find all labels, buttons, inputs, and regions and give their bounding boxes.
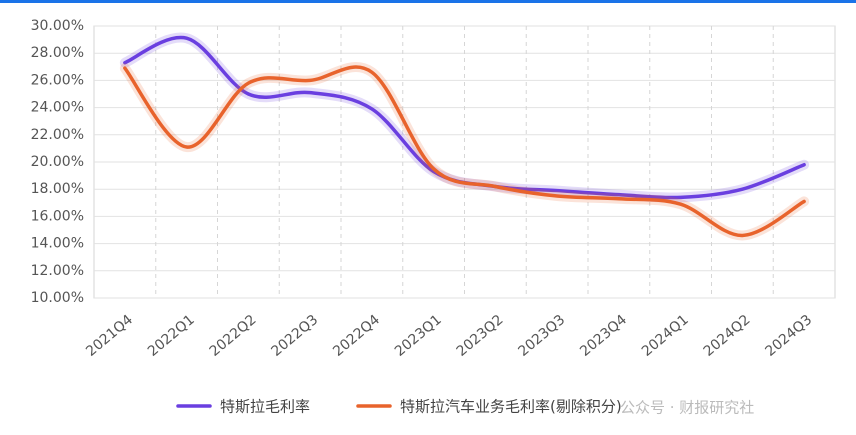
x-tick-label: 2022Q4 (330, 312, 383, 360)
x-tick-label: 2023Q4 (577, 312, 630, 360)
y-tick-label: 20.00% (31, 154, 84, 170)
y-tick-label: 10.00% (31, 290, 84, 306)
x-tick-label: 2024Q3 (762, 312, 815, 360)
x-tick-label: 2024Q1 (639, 312, 692, 360)
y-tick-label: 18.00% (31, 181, 84, 197)
series-line (123, 65, 806, 238)
x-tick-label: 2023Q3 (515, 312, 568, 360)
y-tick-label: 12.00% (31, 263, 84, 279)
y-tick-label: 16.00% (31, 208, 84, 224)
x-tick-label: 2022Q3 (268, 312, 321, 360)
y-tick-label: 26.00% (31, 72, 84, 88)
y-tick-label: 28.00% (31, 45, 84, 61)
x-tick-label: 2021Q4 (83, 312, 136, 360)
legend-label: 特斯拉毛利率 (220, 398, 310, 416)
y-tick-label: 24.00% (31, 100, 84, 116)
x-tick-label: 2022Q2 (207, 312, 260, 360)
watermark: 公众号 · 财报研究社 (620, 399, 754, 417)
x-tick-label: 2023Q2 (454, 312, 507, 360)
top-border (0, 0, 856, 3)
y-tick-label: 30.00% (31, 18, 84, 34)
x-tick-label: 2024Q2 (701, 312, 754, 360)
legend-label: 特斯拉汽车业务毛利率(剔除积分) (400, 398, 622, 416)
x-tick-label: 2023Q1 (392, 312, 445, 360)
y-tick-label: 14.00% (31, 236, 84, 252)
x-tick-label: 2022Q1 (145, 312, 198, 360)
y-tick-label: 22.00% (31, 127, 84, 143)
